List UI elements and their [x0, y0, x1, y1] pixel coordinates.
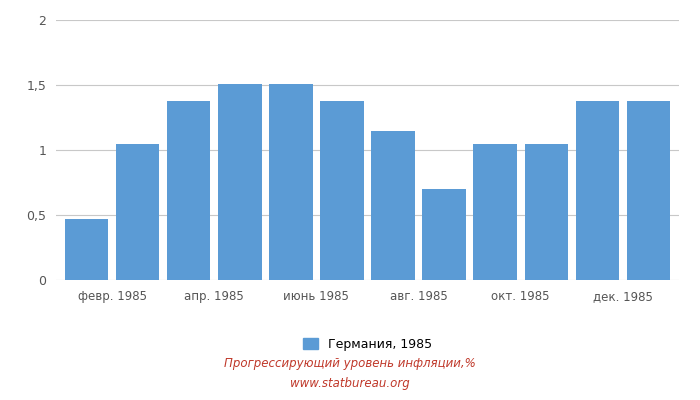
Bar: [524, 144, 568, 280]
Bar: [218, 84, 262, 280]
Bar: [321, 101, 364, 280]
Bar: [473, 144, 517, 280]
Bar: [116, 144, 160, 280]
Bar: [422, 189, 466, 280]
Legend: Германия, 1985: Германия, 1985: [298, 333, 437, 356]
Text: Прогрессирующий уровень инфляции,%: Прогрессирующий уровень инфляции,%: [224, 358, 476, 370]
Bar: [270, 84, 313, 280]
Bar: [167, 101, 211, 280]
Bar: [575, 101, 619, 280]
Bar: [371, 130, 414, 280]
Bar: [65, 219, 108, 280]
Bar: [626, 101, 670, 280]
Text: www.statbureau.org: www.statbureau.org: [290, 378, 410, 390]
